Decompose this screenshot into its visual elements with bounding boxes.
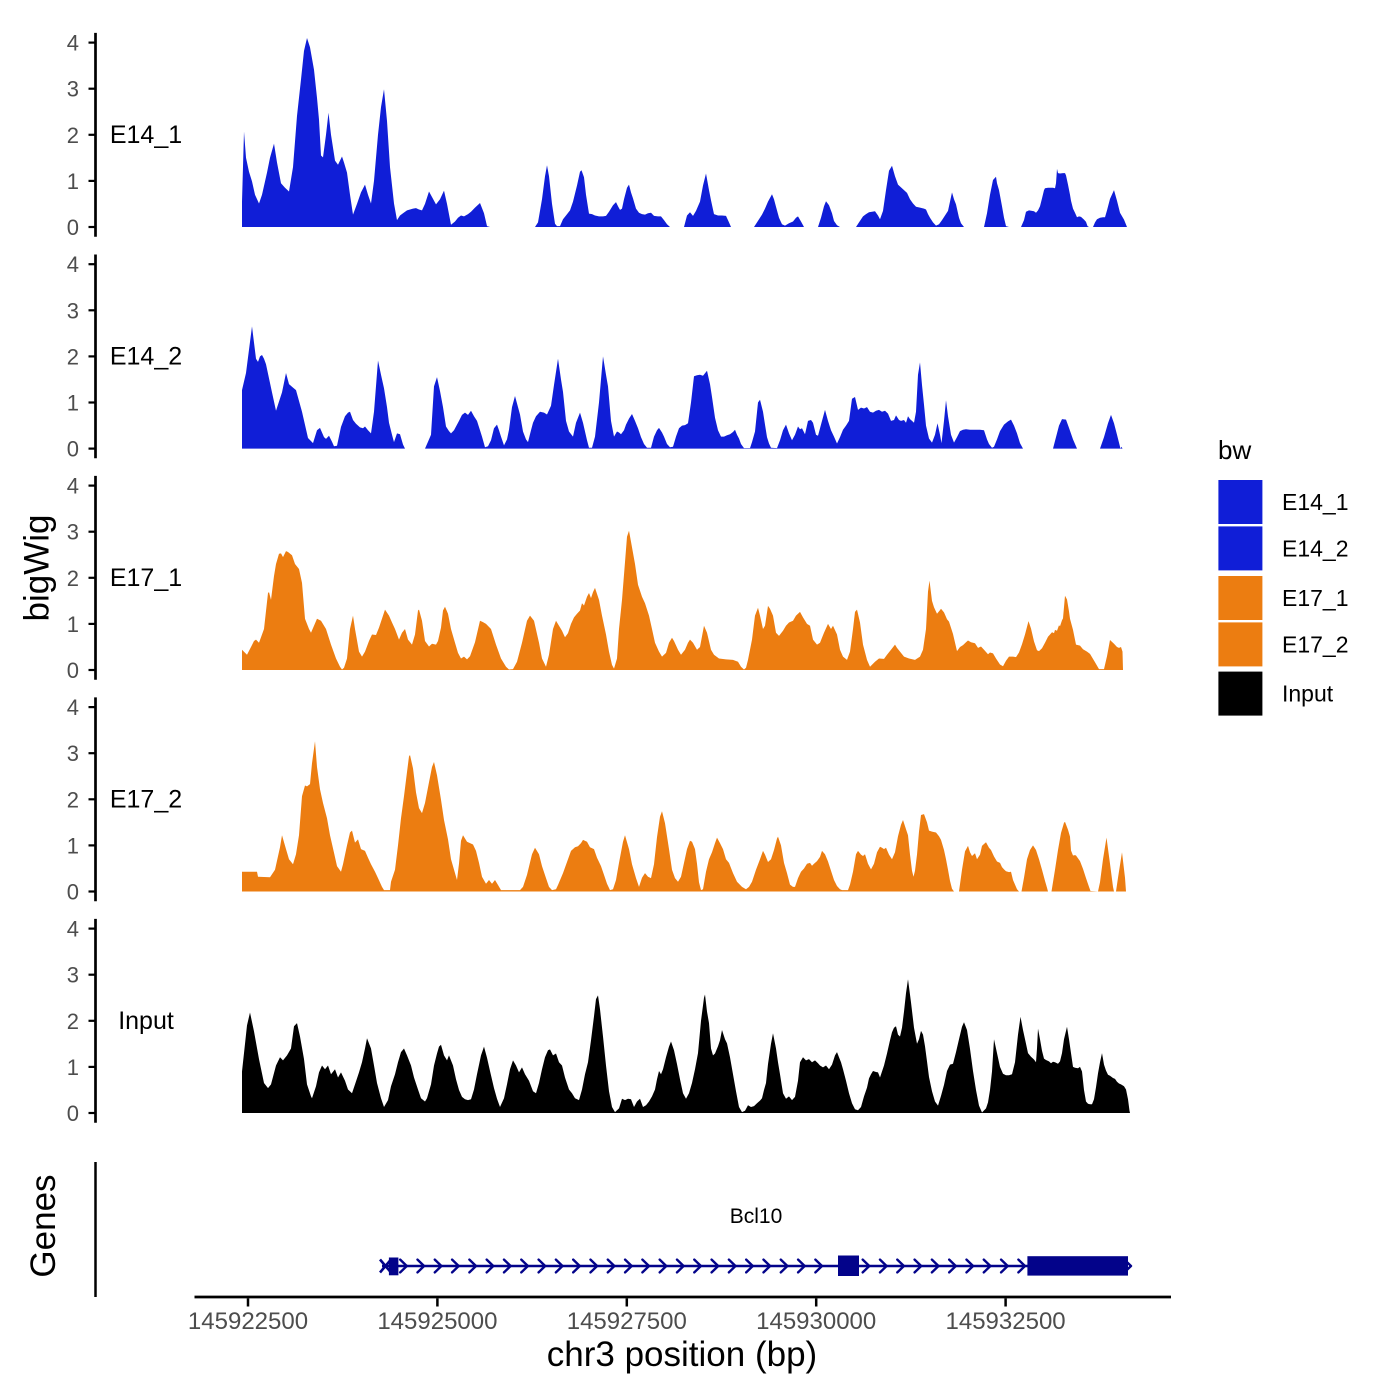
svg-text:145930000: 145930000: [756, 1308, 876, 1335]
svg-text:4: 4: [67, 695, 79, 720]
svg-text:4: 4: [67, 252, 79, 277]
svg-text:145925000: 145925000: [377, 1308, 497, 1335]
svg-text:3: 3: [67, 77, 79, 102]
svg-text:Bcl10: Bcl10: [730, 1205, 783, 1228]
svg-text:E14_2: E14_2: [110, 342, 182, 370]
svg-text:E17_2: E17_2: [110, 785, 182, 813]
svg-text:Input: Input: [118, 1007, 174, 1035]
svg-text:3: 3: [67, 741, 79, 766]
svg-text:1: 1: [67, 169, 79, 194]
svg-text:Input: Input: [1282, 681, 1334, 707]
svg-text:1: 1: [67, 391, 79, 416]
svg-text:4: 4: [67, 917, 79, 942]
svg-text:0: 0: [67, 215, 79, 240]
svg-text:2: 2: [67, 344, 79, 369]
svg-text:2: 2: [67, 123, 79, 148]
svg-text:1: 1: [67, 612, 79, 637]
svg-text:4: 4: [67, 474, 79, 499]
svg-text:E17_1: E17_1: [1282, 585, 1349, 611]
svg-text:145932500: 145932500: [946, 1308, 1066, 1335]
svg-text:chr3 position (bp): chr3 position (bp): [547, 1335, 817, 1374]
svg-text:3: 3: [67, 963, 79, 988]
svg-text:1: 1: [67, 1055, 79, 1080]
svg-text:E14_1: E14_1: [110, 121, 182, 149]
svg-text:bigWig: bigWig: [18, 515, 57, 622]
svg-text:0: 0: [67, 880, 79, 905]
svg-text:1: 1: [67, 833, 79, 858]
svg-text:E14_1: E14_1: [1282, 489, 1349, 515]
svg-text:145922500: 145922500: [188, 1308, 308, 1335]
svg-text:E17_1: E17_1: [110, 564, 182, 592]
svg-text:0: 0: [67, 658, 79, 683]
svg-text:2: 2: [67, 566, 79, 591]
svg-text:E17_2: E17_2: [1282, 631, 1349, 657]
svg-text:0: 0: [67, 437, 79, 462]
svg-text:2: 2: [67, 1009, 79, 1034]
svg-text:2: 2: [67, 787, 79, 812]
svg-text:E14_2: E14_2: [1282, 535, 1349, 561]
svg-text:4: 4: [67, 31, 79, 56]
svg-text:0: 0: [67, 1101, 79, 1126]
svg-text:3: 3: [67, 298, 79, 323]
svg-text:3: 3: [67, 520, 79, 545]
svg-text:bw: bw: [1218, 435, 1251, 465]
svg-text:Genes: Genes: [24, 1174, 63, 1277]
svg-text:145927500: 145927500: [567, 1308, 687, 1335]
